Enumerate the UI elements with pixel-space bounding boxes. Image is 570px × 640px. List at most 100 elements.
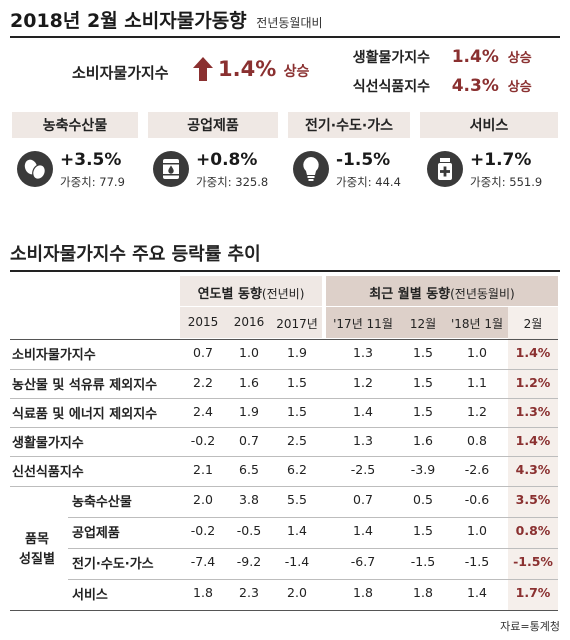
table-cell: 1.9 (239, 404, 259, 419)
table-cell: 1.4% (515, 433, 551, 448)
table-cell: 1.4 (353, 404, 373, 419)
table-cell: 1.6 (413, 433, 433, 448)
table-cell: 2.2 (193, 375, 213, 390)
table-cell: 2.3 (239, 585, 259, 600)
table-cell: 1.7% (515, 585, 551, 600)
category-change: -1.5% (336, 150, 391, 170)
table-cell: -2.6 (464, 462, 490, 477)
table-cell: 5.5 (287, 492, 307, 507)
table-cell: 6.2 (287, 462, 307, 477)
table-cell: -0.2 (190, 523, 216, 538)
header-divider (180, 306, 558, 307)
fresh-index-tag: 상승 (507, 80, 532, 95)
group-header-annual: 연도별 동향(전년비) (180, 283, 322, 302)
title-subtitle: 전년동월대비 (256, 16, 323, 30)
group-header-monthly-note: (전년동월비) (450, 287, 515, 301)
table-cell: 1.4 (353, 523, 373, 538)
row-label: 식료품 및 에너지 제외지수 (12, 407, 158, 422)
living-index-value: 1.4% (451, 47, 499, 67)
row-separator (10, 427, 558, 428)
table-cell: 1.8 (353, 585, 373, 600)
table-cell: 1.4 (287, 523, 307, 538)
table-cell: 0.7 (193, 345, 213, 360)
category-weight: 가중치: 325.8 (196, 174, 268, 190)
fresh-index-row: 식선식품지수 4.3% 상승 (330, 76, 532, 96)
column-header: 2월 (523, 317, 543, 331)
column-header: 2017년 (276, 317, 318, 331)
table-cell: 2.4 (193, 404, 213, 419)
table-cell: -1.5 (464, 554, 490, 569)
weight-value: 44.4 (375, 175, 401, 189)
living-index-tag: 상승 (507, 51, 532, 66)
table-cell: -1.4 (284, 554, 310, 569)
table-cell: 6.5 (239, 462, 259, 477)
table-title: 소비자물가지수 주요 등락률 추이 (10, 244, 261, 265)
current-month-highlight (508, 307, 558, 610)
weight-label: 가중치: (336, 175, 372, 189)
fresh-index-label: 식선식품지수 (352, 79, 430, 95)
row-label: 공업제품 (72, 526, 120, 541)
weight-value: 551.9 (509, 175, 543, 189)
column-header: '17년 11월 (333, 317, 393, 331)
oil-barrel-icon (153, 151, 189, 187)
table-cell: 0.8% (515, 523, 551, 538)
row-separator (10, 610, 558, 611)
table-cell: 1.5 (413, 404, 433, 419)
table-cell: -7.4 (190, 554, 216, 569)
table-cell: -3.9 (410, 462, 436, 477)
group-label: 품목 성질별 (12, 530, 62, 570)
table-cell: 1.4 (467, 585, 487, 600)
table-cell: 0.7 (239, 433, 259, 448)
page-title: 2018년 2월 소비자물가동향 전년동월대비 (10, 6, 323, 33)
group-header-annual-label: 연도별 동향 (197, 287, 262, 302)
row-separator (68, 579, 558, 580)
category-card-header: 전기·수도·가스 (288, 112, 410, 138)
table-cell: 1.5 (413, 345, 433, 360)
row-label: 소비자물가지수 (12, 348, 96, 363)
table-cell: 2.1 (193, 462, 213, 477)
table-cell: 2.0 (193, 492, 213, 507)
row-label: 생활물가지수 (12, 436, 84, 451)
table-cell: -1.5 (410, 554, 436, 569)
row-separator (10, 398, 558, 399)
table-cell: -1.5% (513, 554, 553, 569)
header-rule (10, 36, 560, 38)
group-label-line2: 성질별 (19, 552, 55, 567)
table-cell: 1.2 (353, 375, 373, 390)
row-separator (68, 548, 558, 549)
row-label: 농산물 및 석유류 제외지수 (12, 378, 158, 393)
table-cell: 1.0 (467, 523, 487, 538)
category-card-header: 농축수산물 (12, 112, 138, 138)
row-separator (68, 517, 558, 518)
eggs-icon (17, 151, 53, 187)
medicine-icon (427, 151, 463, 187)
row-label: 신선식품지수 (12, 465, 84, 480)
column-header: '18년 1월 (450, 317, 504, 331)
living-index-label: 생활물가지수 (352, 50, 430, 66)
cpi-label: 소비자물가지수 (72, 64, 169, 82)
table-cell: 2.5 (287, 433, 307, 448)
row-label: 서비스 (72, 588, 108, 603)
table-cell: 1.3 (353, 345, 373, 360)
weight-label: 가중치: (60, 175, 96, 189)
table-cell: 1.6 (239, 375, 259, 390)
table-cell: 1.1 (467, 375, 487, 390)
table-cell: 0.7 (353, 492, 373, 507)
table-cell: 3.5% (515, 492, 551, 507)
row-label: 전기·수도·가스 (72, 557, 154, 572)
table-cell: 1.2 (467, 404, 487, 419)
table-cell: 1.0 (239, 345, 259, 360)
annual-header-bg (180, 276, 322, 338)
table-cell: 1.2% (515, 375, 551, 390)
cpi-value-number: 1.4% (218, 57, 277, 81)
table-cell: 1.9 (287, 345, 307, 360)
row-separator (10, 369, 558, 370)
table-cell: 4.3% (515, 462, 551, 477)
weight-value: 325.8 (235, 175, 269, 189)
category-weight: 가중치: 551.9 (470, 174, 542, 190)
weight-label: 가중치: (196, 175, 232, 189)
source-note: 자료=통계청 (500, 620, 560, 633)
weight-label: 가중치: (470, 175, 506, 189)
cpi-value: 1.4% 상승 (218, 57, 309, 81)
row-separator (10, 456, 558, 457)
